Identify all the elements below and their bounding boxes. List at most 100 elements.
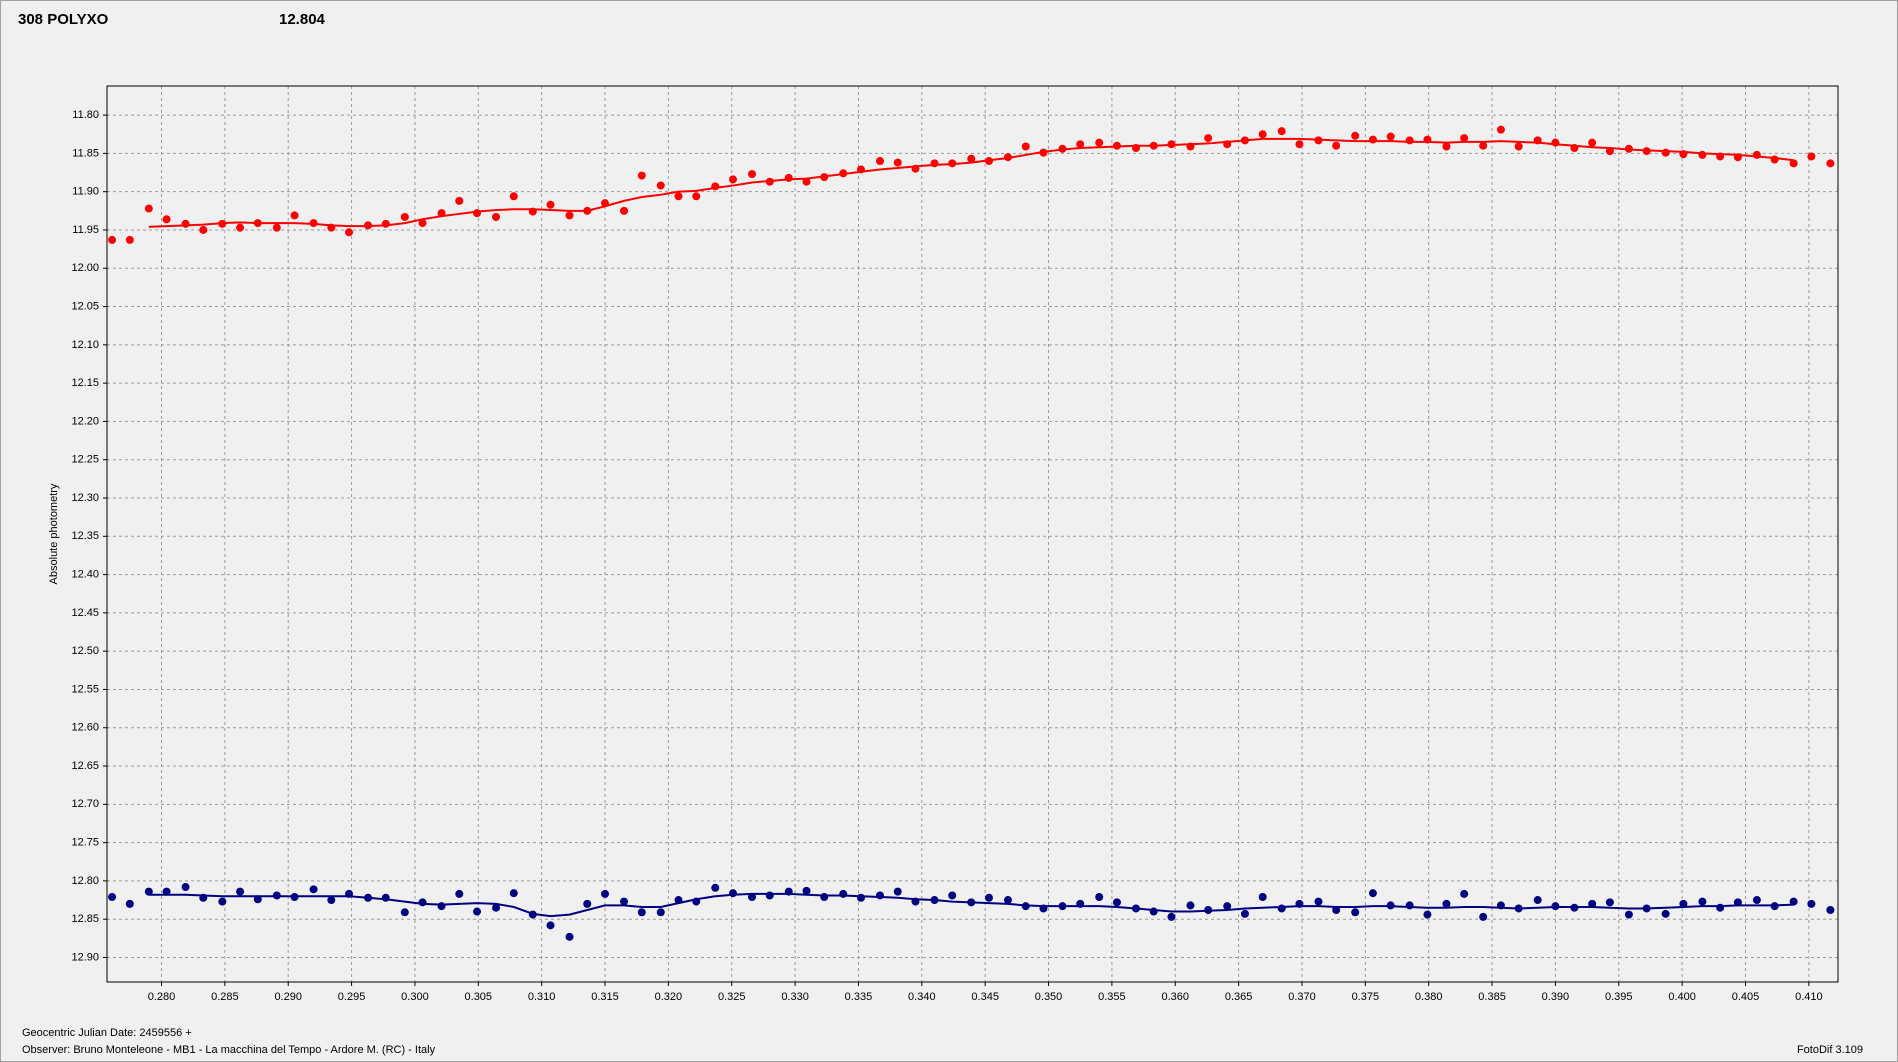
data-point	[418, 219, 427, 228]
y-tick-label: 12.65	[71, 760, 99, 772]
x-axis-label: Geocentric Julian Date: 2459556 +	[22, 1027, 192, 1039]
data-point	[1789, 159, 1798, 168]
data-point	[692, 897, 701, 906]
data-point	[1095, 892, 1104, 901]
data-point	[1003, 153, 1012, 162]
data-point	[181, 883, 190, 892]
x-tick-label: 0.300	[401, 991, 429, 1003]
data-point	[290, 211, 299, 220]
data-point	[345, 228, 354, 237]
data-point	[1770, 902, 1779, 911]
data-point	[1240, 909, 1249, 918]
data-point	[1314, 897, 1323, 906]
x-tick-label: 0.350	[1035, 991, 1063, 1003]
data-point	[473, 907, 482, 916]
data-point	[656, 181, 665, 190]
data-point	[839, 889, 848, 898]
data-point	[437, 209, 446, 218]
data-point	[108, 235, 117, 244]
x-tick-label: 0.390	[1542, 991, 1570, 1003]
data-point	[1624, 910, 1633, 919]
data-point	[967, 898, 976, 907]
y-tick-label: 12.85	[71, 913, 99, 925]
x-tick-label: 0.385	[1478, 991, 1506, 1003]
data-point	[839, 169, 848, 178]
data-point	[1698, 150, 1707, 159]
data-point	[1295, 140, 1304, 149]
data-point	[1679, 150, 1688, 159]
y-tick-label: 12.70	[71, 798, 99, 810]
data-point	[1479, 141, 1488, 150]
data-point	[1223, 140, 1232, 149]
x-tick-label: 0.370	[1288, 991, 1316, 1003]
data-point	[984, 157, 993, 166]
data-point	[1423, 910, 1432, 919]
y-tick-label: 12.25	[71, 454, 99, 466]
data-point	[218, 219, 227, 228]
data-point	[1186, 901, 1195, 910]
data-point	[1351, 908, 1360, 917]
data-point	[1770, 155, 1779, 164]
data-point	[364, 893, 373, 902]
data-point	[492, 212, 501, 221]
data-point	[418, 898, 427, 907]
y-tick-label: 12.55	[71, 683, 99, 695]
observer-note: Observer: Bruno Monteleone - MB1 - La ma…	[22, 1044, 436, 1056]
data-point	[565, 932, 574, 941]
data-point	[911, 164, 920, 173]
x-tick-label: 0.360	[1161, 991, 1189, 1003]
data-point	[948, 891, 957, 900]
data-point	[893, 887, 902, 896]
data-point	[1314, 136, 1323, 145]
data-point	[327, 896, 336, 905]
data-point	[455, 196, 464, 205]
data-point	[620, 206, 629, 215]
data-point	[253, 895, 262, 904]
data-point	[728, 175, 737, 184]
data-point	[1277, 127, 1286, 136]
y-tick-label: 12.60	[71, 722, 99, 734]
data-point	[1149, 907, 1158, 916]
y-tick-label: 12.00	[71, 262, 99, 274]
data-point	[856, 893, 865, 902]
data-point	[1551, 138, 1560, 147]
data-point	[1826, 159, 1835, 168]
data-point	[1789, 897, 1798, 906]
y-tick-label: 12.35	[71, 530, 99, 542]
y-axis-label: Absolute photometry	[48, 483, 60, 584]
data-point	[1186, 142, 1195, 151]
data-point	[1204, 134, 1213, 143]
data-point	[1131, 144, 1140, 153]
data-point	[1642, 904, 1651, 913]
data-point	[637, 908, 646, 917]
data-point	[509, 192, 518, 201]
data-point	[1039, 148, 1048, 157]
data-point	[1679, 899, 1688, 908]
y-tick-label: 11.85	[72, 147, 99, 159]
x-tick-label: 0.340	[908, 991, 936, 1003]
data-point	[784, 173, 793, 182]
data-point	[1460, 134, 1469, 143]
data-point	[893, 158, 902, 167]
x-tick-label: 0.330	[781, 991, 809, 1003]
data-point	[1223, 902, 1232, 911]
data-point	[784, 887, 793, 896]
data-point	[327, 223, 336, 232]
x-tick-label: 0.375	[1352, 991, 1380, 1003]
x-tick-label: 0.290	[274, 991, 302, 1003]
x-tick-label: 0.395	[1605, 991, 1633, 1003]
data-point	[309, 885, 318, 894]
magnitude: 12.804	[279, 11, 326, 28]
software-version: FotoDif 3.109	[1797, 1044, 1863, 1056]
data-point	[1661, 909, 1670, 918]
data-point	[199, 225, 208, 234]
data-point	[125, 899, 134, 908]
y-tick-label: 12.05	[71, 300, 99, 312]
data-point	[875, 157, 884, 166]
data-point	[1514, 904, 1523, 913]
data-point	[1240, 136, 1249, 145]
data-point	[1642, 147, 1651, 156]
data-point	[1605, 898, 1614, 907]
data-point	[1386, 901, 1395, 910]
x-tick-label: 0.355	[1098, 991, 1126, 1003]
